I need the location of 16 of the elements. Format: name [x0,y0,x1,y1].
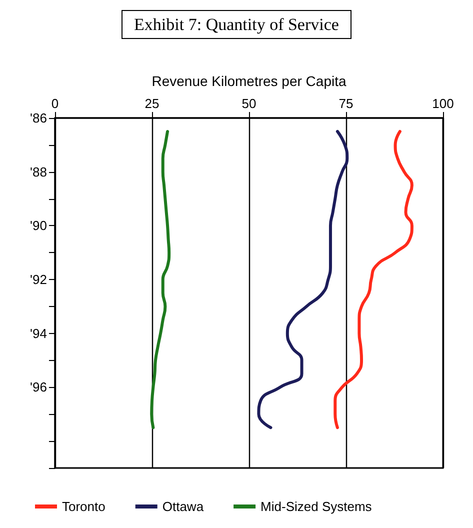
legend-label: Mid-Sized Systems [260,499,372,514]
y-tick-label: '88 [30,164,47,180]
chart-title: Exhibit 7: Quantity of Service [134,15,339,34]
x-tick-label: 100 [432,96,454,111]
legend-label: Toronto [62,499,106,514]
y-tick-label: '92 [30,272,47,288]
y-tick-label: '96 [30,380,47,395]
y-tick-label: '90 [30,218,47,234]
x-tick-label: 25 [144,96,160,111]
x-axis-title: Revenue Kilometres per Capita [152,73,346,89]
y-tick-label: '94 [30,326,47,341]
x-tick-label: 50 [242,96,256,111]
legend-label: Ottawa [162,499,204,514]
y-tick-label: '86 [30,110,47,126]
x-tick-label: 0 [51,96,59,111]
x-tick-label: 75 [338,96,354,111]
